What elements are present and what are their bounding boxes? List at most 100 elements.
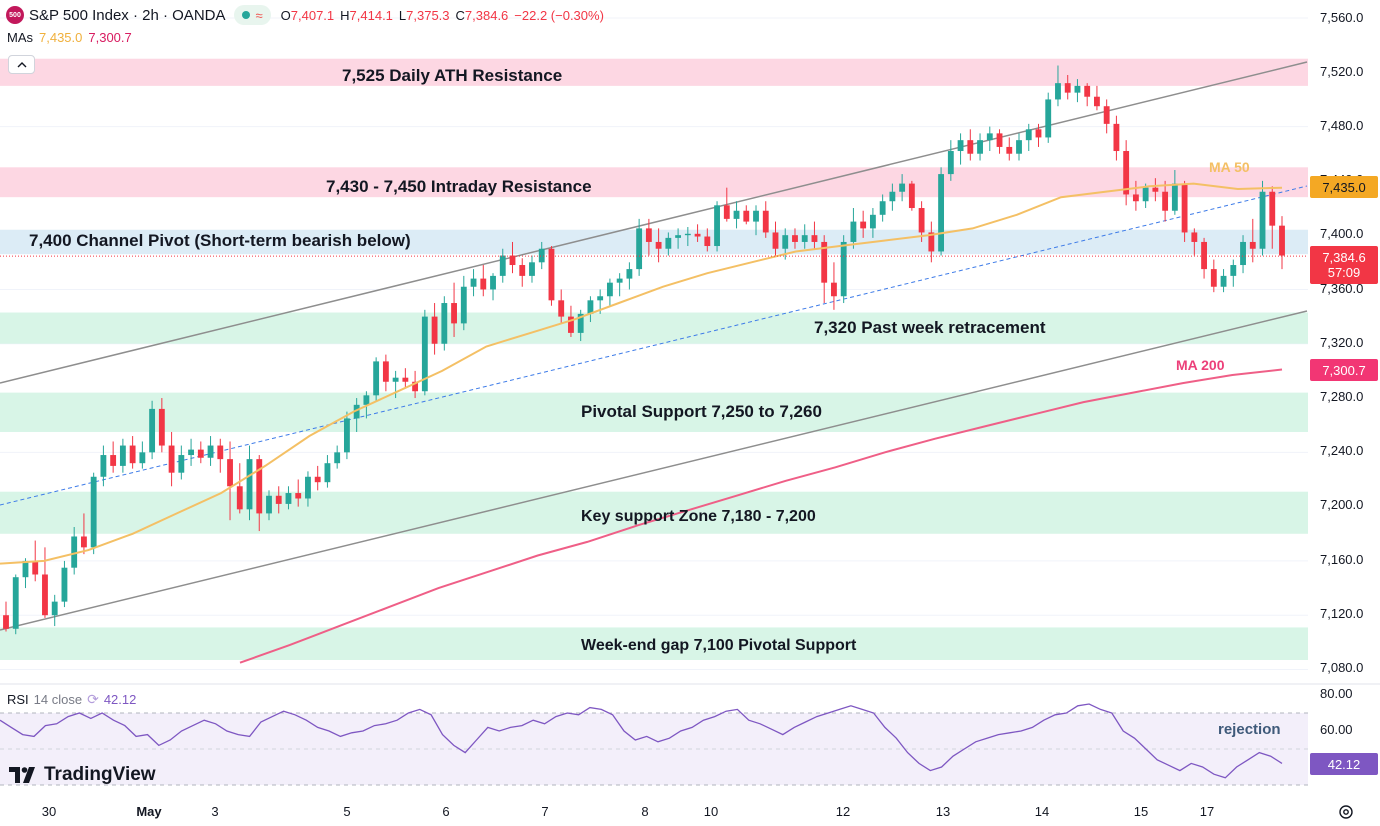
candle-body bbox=[772, 232, 779, 249]
candle-body bbox=[1025, 129, 1032, 141]
candle-body bbox=[421, 316, 428, 392]
candle-body bbox=[577, 313, 584, 333]
ma200-value: 7,300.7 bbox=[88, 30, 132, 45]
tradingview-logo[interactable]: TradingView bbox=[9, 764, 156, 786]
price-tick: 7,160.0 bbox=[1320, 552, 1364, 567]
price-tick: 7,560.0 bbox=[1320, 10, 1364, 25]
candle-body bbox=[538, 248, 545, 263]
candle-body bbox=[382, 361, 389, 382]
rsi-legend[interactable]: RSI 14 close ⟳ 42.12 bbox=[7, 691, 136, 708]
candle-body bbox=[1016, 140, 1022, 154]
candle-body bbox=[32, 560, 39, 575]
candle-body bbox=[305, 476, 311, 499]
candle-body bbox=[1181, 183, 1188, 233]
candle-body bbox=[1249, 241, 1256, 249]
rsi-tick: 60.00 bbox=[1320, 722, 1353, 737]
symbol-logo-icon[interactable]: 500 bbox=[6, 6, 24, 24]
refresh-icon[interactable]: ⟳ bbox=[87, 691, 99, 707]
mas-legend[interactable]: MAs 7,435.0 7,300.7 bbox=[7, 30, 132, 45]
candle-body bbox=[1094, 96, 1100, 107]
candle-body bbox=[158, 408, 165, 446]
low-label: L bbox=[398, 7, 407, 23]
candle-body bbox=[22, 560, 29, 578]
time-tick: 30 bbox=[41, 804, 57, 819]
candle-body bbox=[519, 265, 526, 276]
candle-body bbox=[616, 278, 623, 283]
price-tick: 7,480.0 bbox=[1320, 118, 1364, 133]
candle-body bbox=[1064, 83, 1071, 93]
ma200-line bbox=[239, 368, 1283, 664]
candle-body bbox=[655, 241, 662, 249]
candle-body bbox=[1191, 232, 1198, 242]
symbol-header: 500 S&P 500 Index · 2h · OANDA ≈ O7,407.… bbox=[0, 0, 604, 30]
candle-body bbox=[295, 493, 302, 499]
time-tick: 15 bbox=[1133, 804, 1149, 819]
candle-body bbox=[110, 455, 117, 466]
candle-body bbox=[460, 286, 467, 324]
candle-body bbox=[558, 300, 565, 317]
zone-band-4 bbox=[0, 392, 1308, 432]
time-tick: 5 bbox=[343, 804, 351, 819]
candle-body bbox=[1123, 151, 1130, 195]
collapse-legend-button[interactable] bbox=[8, 55, 35, 74]
candle-body bbox=[684, 233, 691, 236]
high-label: H bbox=[340, 7, 350, 23]
price-axis[interactable]: 7,560.0 7,520.0 7,480.0 7,440.0 7,400.0 … bbox=[1310, 0, 1380, 826]
candle-body bbox=[723, 205, 730, 219]
candle-body bbox=[42, 574, 48, 616]
time-axis[interactable]: 30 May 3 5 6 7 8 10 12 13 14 15 17 bbox=[0, 800, 1310, 826]
zone-label-intraday-resistance: 7,430 - 7,450 Intraday Resistance bbox=[326, 177, 592, 196]
open-label: O bbox=[280, 7, 291, 23]
rsi-value-label: 42.12 bbox=[1310, 753, 1378, 775]
candle-body bbox=[1142, 187, 1149, 202]
price-tick: 7,320.0 bbox=[1320, 335, 1364, 350]
candle-body bbox=[529, 262, 535, 276]
zone-band-2 bbox=[0, 229, 1308, 255]
candle-body bbox=[801, 235, 808, 242]
wave-icon: ≈ bbox=[255, 7, 263, 23]
candle-body bbox=[665, 237, 672, 249]
rsi-line bbox=[0, 703, 1283, 779]
candle-body bbox=[782, 235, 789, 249]
candle-body bbox=[188, 449, 194, 456]
candle-body bbox=[1171, 183, 1178, 211]
ma50-value: 7,435.0 bbox=[39, 30, 83, 45]
time-tick: 7 bbox=[541, 804, 549, 819]
candle-body bbox=[947, 151, 954, 175]
candle-body bbox=[51, 601, 58, 616]
candle-body bbox=[1230, 265, 1237, 276]
candle-body bbox=[61, 567, 68, 602]
candle-body bbox=[90, 476, 97, 548]
zone-band-5 bbox=[0, 491, 1308, 534]
candle-body bbox=[928, 232, 935, 252]
candle-body bbox=[840, 241, 847, 297]
candle-body bbox=[704, 236, 711, 247]
candle-body bbox=[850, 221, 857, 242]
candle-body bbox=[1162, 191, 1169, 211]
price-tick: 7,520.0 bbox=[1320, 64, 1364, 79]
time-tick: 13 bbox=[935, 804, 951, 819]
time-tick: 12 bbox=[835, 804, 851, 819]
candle-body bbox=[694, 233, 701, 237]
candle-body bbox=[236, 486, 243, 510]
candle-body bbox=[178, 455, 185, 473]
candle-body bbox=[343, 418, 350, 453]
time-tick: 6 bbox=[442, 804, 450, 819]
candle-body bbox=[81, 536, 87, 548]
symbol-title[interactable]: S&P 500 Index · 2h · OANDA bbox=[29, 6, 226, 24]
candle-body bbox=[392, 377, 399, 382]
candle-body bbox=[1074, 85, 1081, 93]
time-tick: 3 bbox=[211, 804, 219, 819]
candle-body bbox=[71, 536, 78, 568]
settings-gear-icon[interactable] bbox=[1337, 803, 1355, 821]
candle-body bbox=[285, 493, 292, 504]
rsi-params: 14 close bbox=[33, 692, 83, 707]
candle-body bbox=[168, 445, 175, 473]
candle-body bbox=[548, 248, 555, 301]
time-tick: May bbox=[136, 804, 162, 819]
low-value: 7,375.3 bbox=[406, 7, 450, 23]
candle-body bbox=[129, 445, 136, 464]
market-status-pill[interactable]: ≈ bbox=[233, 5, 271, 25]
ohlc-readout: O7,407.1 H7,414.1 L7,375.3 C7,384.6 −22.… bbox=[281, 8, 604, 23]
